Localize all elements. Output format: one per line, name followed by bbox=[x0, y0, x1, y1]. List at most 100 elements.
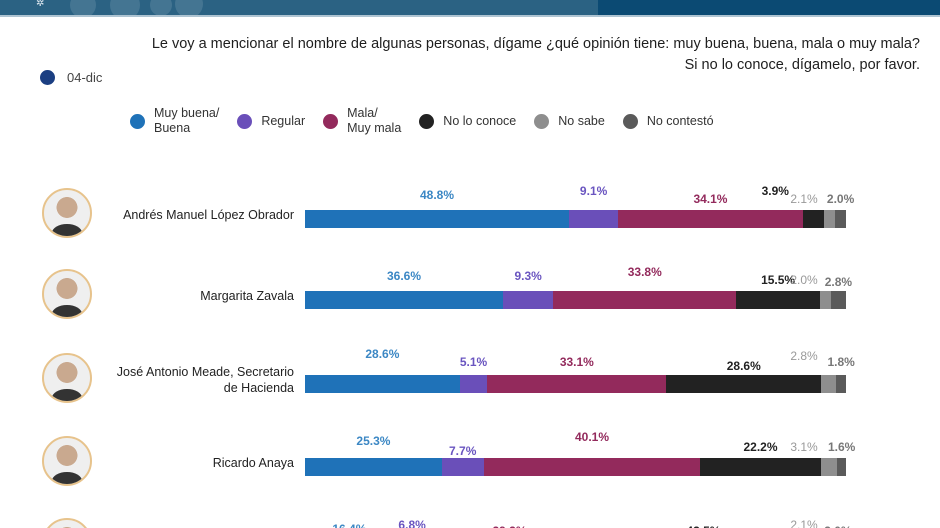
bar-segment bbox=[821, 375, 837, 393]
value-label: 33.8% bbox=[627, 265, 662, 279]
legend-item: Regular bbox=[237, 113, 306, 129]
legend-item: No sabe bbox=[534, 113, 605, 129]
chart-row: 16.4% 6.8% 29.2% 42.5% 2.1% 3.0% bbox=[0, 510, 940, 528]
legend-label: Muy buena/ Buena bbox=[154, 106, 220, 135]
value-label: 3.1% bbox=[790, 440, 818, 454]
legend-label: No sabe bbox=[558, 113, 605, 128]
bar-segment bbox=[820, 458, 838, 476]
candidate-avatar bbox=[42, 518, 92, 528]
chart-row: José Antonio Meade, Secretario de Hacien… bbox=[0, 345, 940, 405]
value-label: 7.7% bbox=[449, 444, 477, 458]
legend-dot-icon bbox=[237, 113, 253, 129]
value-label: 42.5% bbox=[686, 524, 720, 528]
header-band: ✲ bbox=[0, 0, 940, 15]
legend-dot-icon bbox=[323, 113, 339, 129]
bar-segment bbox=[820, 291, 831, 309]
bar-segment bbox=[483, 458, 701, 476]
value-label: 1.6% bbox=[827, 440, 856, 454]
bar-segment bbox=[305, 210, 569, 228]
date-dot-icon bbox=[40, 70, 55, 85]
value-label: 2.1% bbox=[790, 192, 818, 206]
legend-dot-icon bbox=[622, 113, 638, 129]
value-label: 40.1% bbox=[574, 430, 610, 444]
stacked-bar bbox=[305, 375, 846, 393]
value-label: 2.1% bbox=[790, 518, 818, 528]
candidate-avatar bbox=[42, 188, 92, 238]
value-label: 2.8% bbox=[824, 275, 853, 289]
value-label: 9.1% bbox=[579, 184, 608, 198]
bar-segment bbox=[503, 291, 554, 309]
legend-item: Muy buena/ Buena bbox=[130, 106, 219, 136]
bar-segment bbox=[736, 291, 820, 309]
legend-dot-icon bbox=[419, 113, 435, 129]
stacked-bar bbox=[305, 210, 846, 228]
legend-item: No contestó bbox=[622, 113, 714, 129]
value-label: 5.1% bbox=[459, 355, 488, 369]
candidate-name: José Antonio Meade, Secretario de Hacien… bbox=[116, 365, 294, 395]
question-line-2: Si no lo conoce, dígamelo, por favor. bbox=[684, 57, 920, 73]
value-label: 3.0% bbox=[824, 524, 851, 528]
value-label: 2.8% bbox=[790, 349, 818, 363]
legend-item: No lo conoce bbox=[419, 113, 517, 129]
candidate-name: Ricardo Anaya bbox=[212, 456, 294, 470]
date-legend: 04-dic bbox=[40, 70, 102, 85]
logo-icon: ✲ bbox=[36, 0, 45, 9]
value-label: 28.6% bbox=[365, 347, 400, 361]
value-label: 3.9% bbox=[761, 184, 789, 198]
value-label: 2.0% bbox=[826, 192, 855, 206]
value-label: 1.8% bbox=[827, 355, 855, 369]
bar-segment bbox=[823, 210, 836, 228]
bar-segment bbox=[305, 291, 503, 309]
bar-segment bbox=[305, 375, 460, 393]
bar-segment bbox=[837, 458, 846, 476]
chart-legend: Muy buena/ Buena Regular Mala/ Muy mala No … bbox=[130, 106, 732, 136]
value-label: 33.1% bbox=[559, 355, 594, 369]
bar-segment bbox=[836, 375, 846, 393]
value-label: 16.4% bbox=[332, 522, 366, 528]
stacked-bar bbox=[305, 458, 846, 476]
value-label: 29.2% bbox=[492, 524, 526, 528]
value-label: 28.6% bbox=[726, 359, 761, 373]
candidate-name: Margarita Zavala bbox=[200, 289, 294, 303]
bar-segment bbox=[459, 375, 488, 393]
value-label: 6.8% bbox=[398, 518, 426, 528]
value-label: 2.0% bbox=[790, 273, 818, 287]
question-line-1: Le voy a mencionar el nombre de algunas … bbox=[151, 36, 920, 52]
legend-dot-icon bbox=[534, 113, 550, 129]
candidate-avatar bbox=[42, 436, 92, 486]
bar-segment bbox=[666, 375, 822, 393]
bar-segment bbox=[441, 458, 484, 476]
legend-label: Mala/ Muy mala bbox=[347, 106, 402, 135]
bar-segment bbox=[569, 210, 619, 228]
header-right bbox=[598, 0, 940, 15]
date-label: 04-dic bbox=[67, 70, 103, 85]
value-label: 15.5% bbox=[761, 273, 796, 287]
bar-segment bbox=[553, 291, 737, 309]
value-label: 34.1% bbox=[693, 192, 728, 206]
legend-dot-icon bbox=[130, 113, 145, 129]
header-divider bbox=[0, 15, 940, 17]
survey-question: Le voy a mencionar el nombre de algunas … bbox=[40, 34, 920, 76]
header-decor: ✲ bbox=[0, 0, 598, 15]
candidate-avatar bbox=[42, 353, 92, 403]
value-label: 48.8% bbox=[419, 188, 455, 202]
bar-segment bbox=[830, 291, 846, 309]
chart-row: Margarita Zavala 36.6% 9.3% 33.8% 15.5% 2.0% 2… bbox=[0, 261, 940, 321]
value-label: 22.2% bbox=[743, 440, 778, 454]
legend-label: Regular bbox=[261, 113, 306, 128]
value-label: 25.3% bbox=[356, 434, 391, 448]
bar-segment bbox=[305, 458, 442, 476]
candidate-name: Andrés Manuel López Obrador bbox=[123, 208, 294, 222]
legend-label: No lo conoce bbox=[443, 113, 517, 128]
value-label: 9.3% bbox=[514, 269, 542, 283]
candidate-avatar bbox=[42, 269, 92, 319]
chart-row: Andrés Manuel López Obrador 48.8% 9.1% 34.1… bbox=[0, 180, 940, 240]
legend-label: No contestó bbox=[646, 113, 714, 128]
legend-item: Mala/ Muy mala bbox=[323, 106, 401, 136]
value-label: 36.6% bbox=[386, 269, 422, 283]
stacked-bar bbox=[305, 291, 846, 309]
bar-segment bbox=[802, 210, 824, 228]
bar-segment bbox=[700, 458, 821, 476]
bar-segment bbox=[835, 210, 846, 228]
bar-segment bbox=[618, 210, 803, 228]
